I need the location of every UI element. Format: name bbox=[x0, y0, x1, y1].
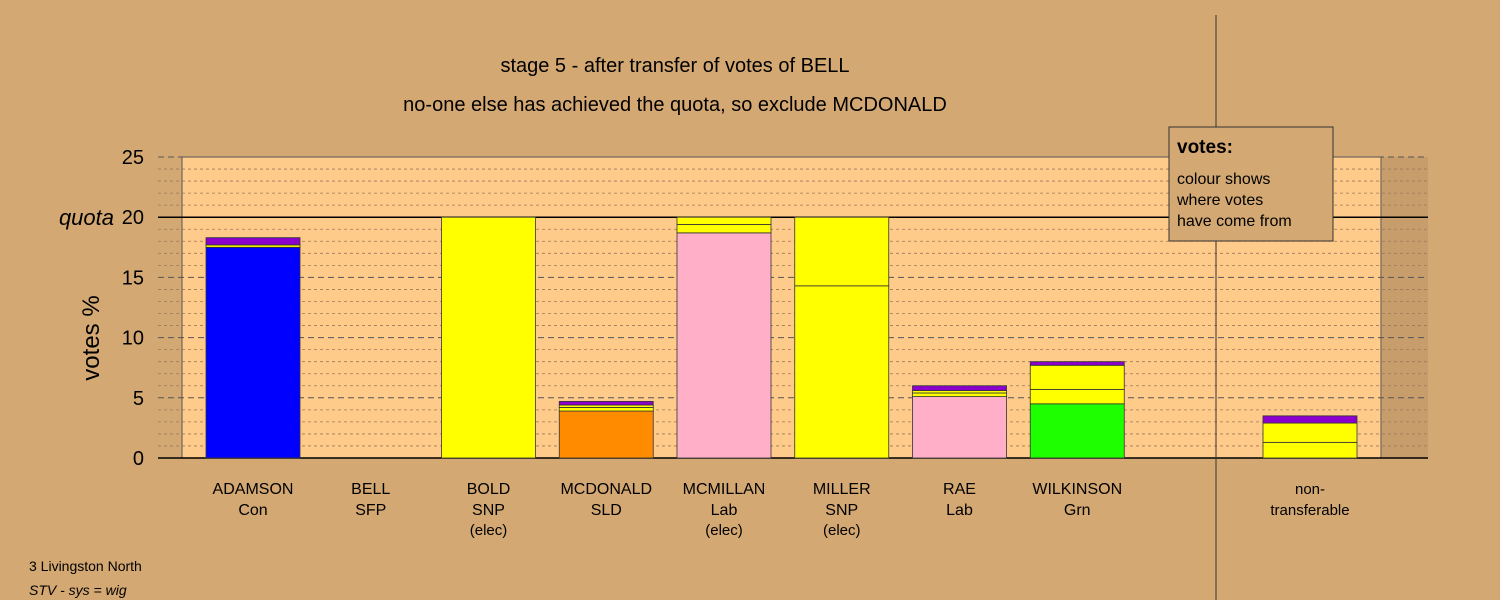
legend-line: colour shows bbox=[1177, 171, 1270, 188]
bar-segment bbox=[1029, 388, 1125, 405]
bar-segment bbox=[558, 410, 654, 459]
bar-segment bbox=[676, 216, 772, 225]
y-tick-label: 0 bbox=[133, 448, 144, 470]
y-tick-label: 25 bbox=[122, 147, 144, 169]
candidate-elected-label: (elec) bbox=[823, 522, 861, 539]
bar-segment bbox=[1262, 441, 1358, 459]
quota-label: quota bbox=[59, 205, 114, 230]
bar-segment bbox=[912, 396, 1007, 459]
bar-segment bbox=[1262, 415, 1358, 424]
candidate-name-label: WILKINSON bbox=[1032, 481, 1122, 498]
candidate-party-label: SFP bbox=[355, 502, 386, 519]
candidate-party-label: Lab bbox=[946, 502, 973, 519]
system-label: STV - sys = wig bbox=[29, 582, 127, 598]
candidate-elected-label: (elec) bbox=[705, 522, 743, 539]
y-tick-label: 20 bbox=[122, 207, 144, 229]
bar-segment bbox=[794, 285, 890, 459]
candidate-party-label: Con bbox=[238, 502, 267, 519]
legend-title: votes: bbox=[1177, 137, 1233, 158]
candidate-name-label: ADAMSON bbox=[213, 481, 294, 498]
plot-margin-shade bbox=[1382, 157, 1428, 458]
legend: votes: colour shows where votes have com… bbox=[1168, 126, 1334, 242]
bar-segment bbox=[912, 385, 1007, 391]
candidate-name-label: BELL bbox=[351, 481, 390, 498]
y-tick-label: 10 bbox=[122, 328, 144, 350]
candidate-name-label: MCDONALD bbox=[560, 481, 652, 498]
chart-title: stage 5 - after transfer of votes of BEL… bbox=[500, 55, 849, 77]
candidate-party-label: SNP bbox=[825, 502, 858, 519]
candidate-name-label: MCMILLAN bbox=[683, 481, 766, 498]
candidate-party-label: SLD bbox=[591, 502, 622, 519]
bar-segment bbox=[1029, 364, 1125, 390]
y-tick-label: 5 bbox=[133, 388, 144, 410]
bar-segment bbox=[676, 232, 772, 459]
candidate-name-label: BOLD bbox=[467, 481, 511, 498]
bar-segment bbox=[1029, 361, 1125, 366]
bar-segment bbox=[205, 237, 301, 246]
candidate-party-label: Grn bbox=[1064, 502, 1091, 519]
candidate-party-label: Lab bbox=[711, 502, 738, 519]
chart-subtitle: no-one else has achieved the quota, so e… bbox=[403, 94, 947, 116]
bar-segment bbox=[558, 407, 654, 412]
bar-segment bbox=[1029, 403, 1125, 459]
bar-segment bbox=[912, 392, 1007, 397]
bar-segment bbox=[441, 216, 536, 459]
legend-box bbox=[1168, 126, 1334, 242]
bar-segment bbox=[205, 246, 301, 459]
candidate-name-label: MILLER bbox=[813, 481, 871, 498]
candidate-name-label: non- bbox=[1295, 481, 1325, 498]
legend-line: have come from bbox=[1177, 213, 1292, 230]
bar-segment bbox=[676, 224, 772, 234]
bar-segment bbox=[794, 216, 890, 287]
bar-segment bbox=[1262, 422, 1358, 443]
candidate-party-label: transferable bbox=[1270, 502, 1349, 519]
y-tick-label: 15 bbox=[122, 267, 144, 289]
candidate-name-label: RAE bbox=[943, 481, 976, 498]
bar-segment bbox=[558, 401, 654, 406]
candidate-party-label: SNP bbox=[472, 502, 505, 519]
candidate-elected-label: (elec) bbox=[470, 522, 508, 539]
constituency-label: 3 Livingston North bbox=[29, 558, 142, 574]
legend-line: where votes bbox=[1176, 192, 1263, 209]
y-axis-label: votes % bbox=[78, 295, 105, 380]
